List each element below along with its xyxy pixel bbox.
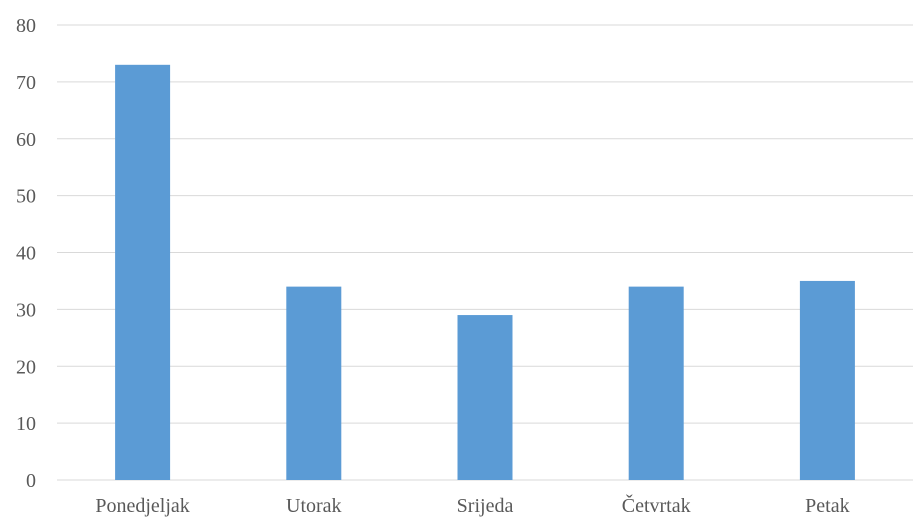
y-tick-label: 70	[16, 72, 36, 94]
y-tick-label: 40	[16, 243, 36, 265]
y-tick-label: 20	[16, 356, 36, 378]
y-tick-label: 50	[16, 186, 36, 208]
x-category-label: Utorak	[286, 495, 342, 517]
x-category-label: Petak	[805, 495, 849, 517]
bar-utorak	[286, 286, 342, 480]
gridlines	[57, 24, 913, 481]
bar-srijeda	[457, 315, 513, 480]
bar-četvrtak	[628, 286, 684, 480]
x-category-label: Ponedjeljak	[95, 495, 189, 517]
bar-ponedjeljak	[115, 64, 171, 480]
bars	[115, 64, 855, 480]
y-tick-label: 0	[26, 470, 36, 492]
x-category-label: Četvrtak	[622, 493, 691, 517]
y-tick-label: 10	[16, 413, 36, 435]
x-category-label: Srijeda	[457, 495, 514, 517]
y-tick-label: 60	[16, 129, 36, 151]
bar-petak	[799, 280, 855, 480]
y-tick-label: 30	[16, 299, 36, 321]
y-axis-tick-labels: 0 10 20 30 40 50 60 70 80	[16, 15, 36, 492]
y-tick-label: 80	[16, 15, 36, 37]
x-axis-category-labels: Ponedjeljak Utorak Srijeda Četvrtak Petak	[95, 493, 849, 517]
